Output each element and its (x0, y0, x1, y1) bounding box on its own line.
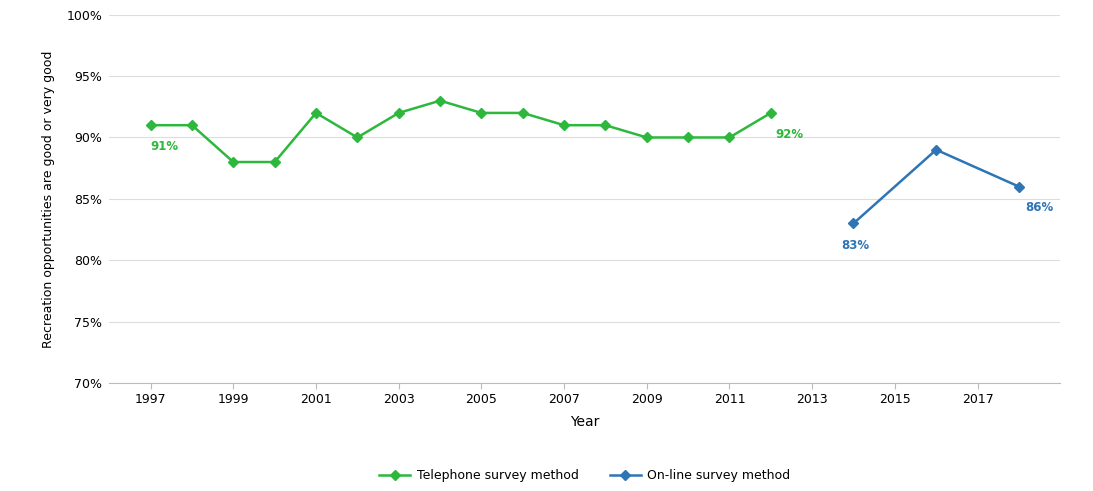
Telephone survey method (599, 122, 612, 128)
Y-axis label: Recreation opportunities are good or very good: Recreation opportunities are good or ver… (43, 50, 56, 348)
On-line survey method (930, 147, 943, 153)
Telephone survey method (764, 110, 777, 116)
Text: 91%: 91% (151, 140, 179, 153)
Text: 86%: 86% (1025, 201, 1054, 214)
Telephone survey method (434, 98, 447, 104)
Telephone survey method (682, 135, 695, 140)
Telephone survey method (516, 110, 529, 116)
Text: 83%: 83% (842, 239, 869, 252)
Telephone survey method (640, 135, 654, 140)
Telephone survey method (144, 122, 157, 128)
Telephone survey method (474, 110, 487, 116)
Telephone survey method (226, 159, 239, 165)
Telephone survey method (351, 135, 364, 140)
Telephone survey method (186, 122, 199, 128)
Text: 92%: 92% (775, 128, 803, 140)
On-line survey method (847, 220, 860, 226)
Line: On-line survey method: On-line survey method (850, 146, 1022, 227)
On-line survey method (1012, 184, 1025, 190)
Telephone survey method (309, 110, 322, 116)
X-axis label: Year: Year (571, 415, 599, 429)
Telephone survey method (268, 159, 281, 165)
Telephone survey method (392, 110, 406, 116)
Legend: Telephone survey method, On-line survey method: Telephone survey method, On-line survey … (374, 464, 796, 487)
Telephone survey method (557, 122, 571, 128)
Telephone survey method (722, 135, 736, 140)
Line: Telephone survey method: Telephone survey method (148, 97, 774, 165)
